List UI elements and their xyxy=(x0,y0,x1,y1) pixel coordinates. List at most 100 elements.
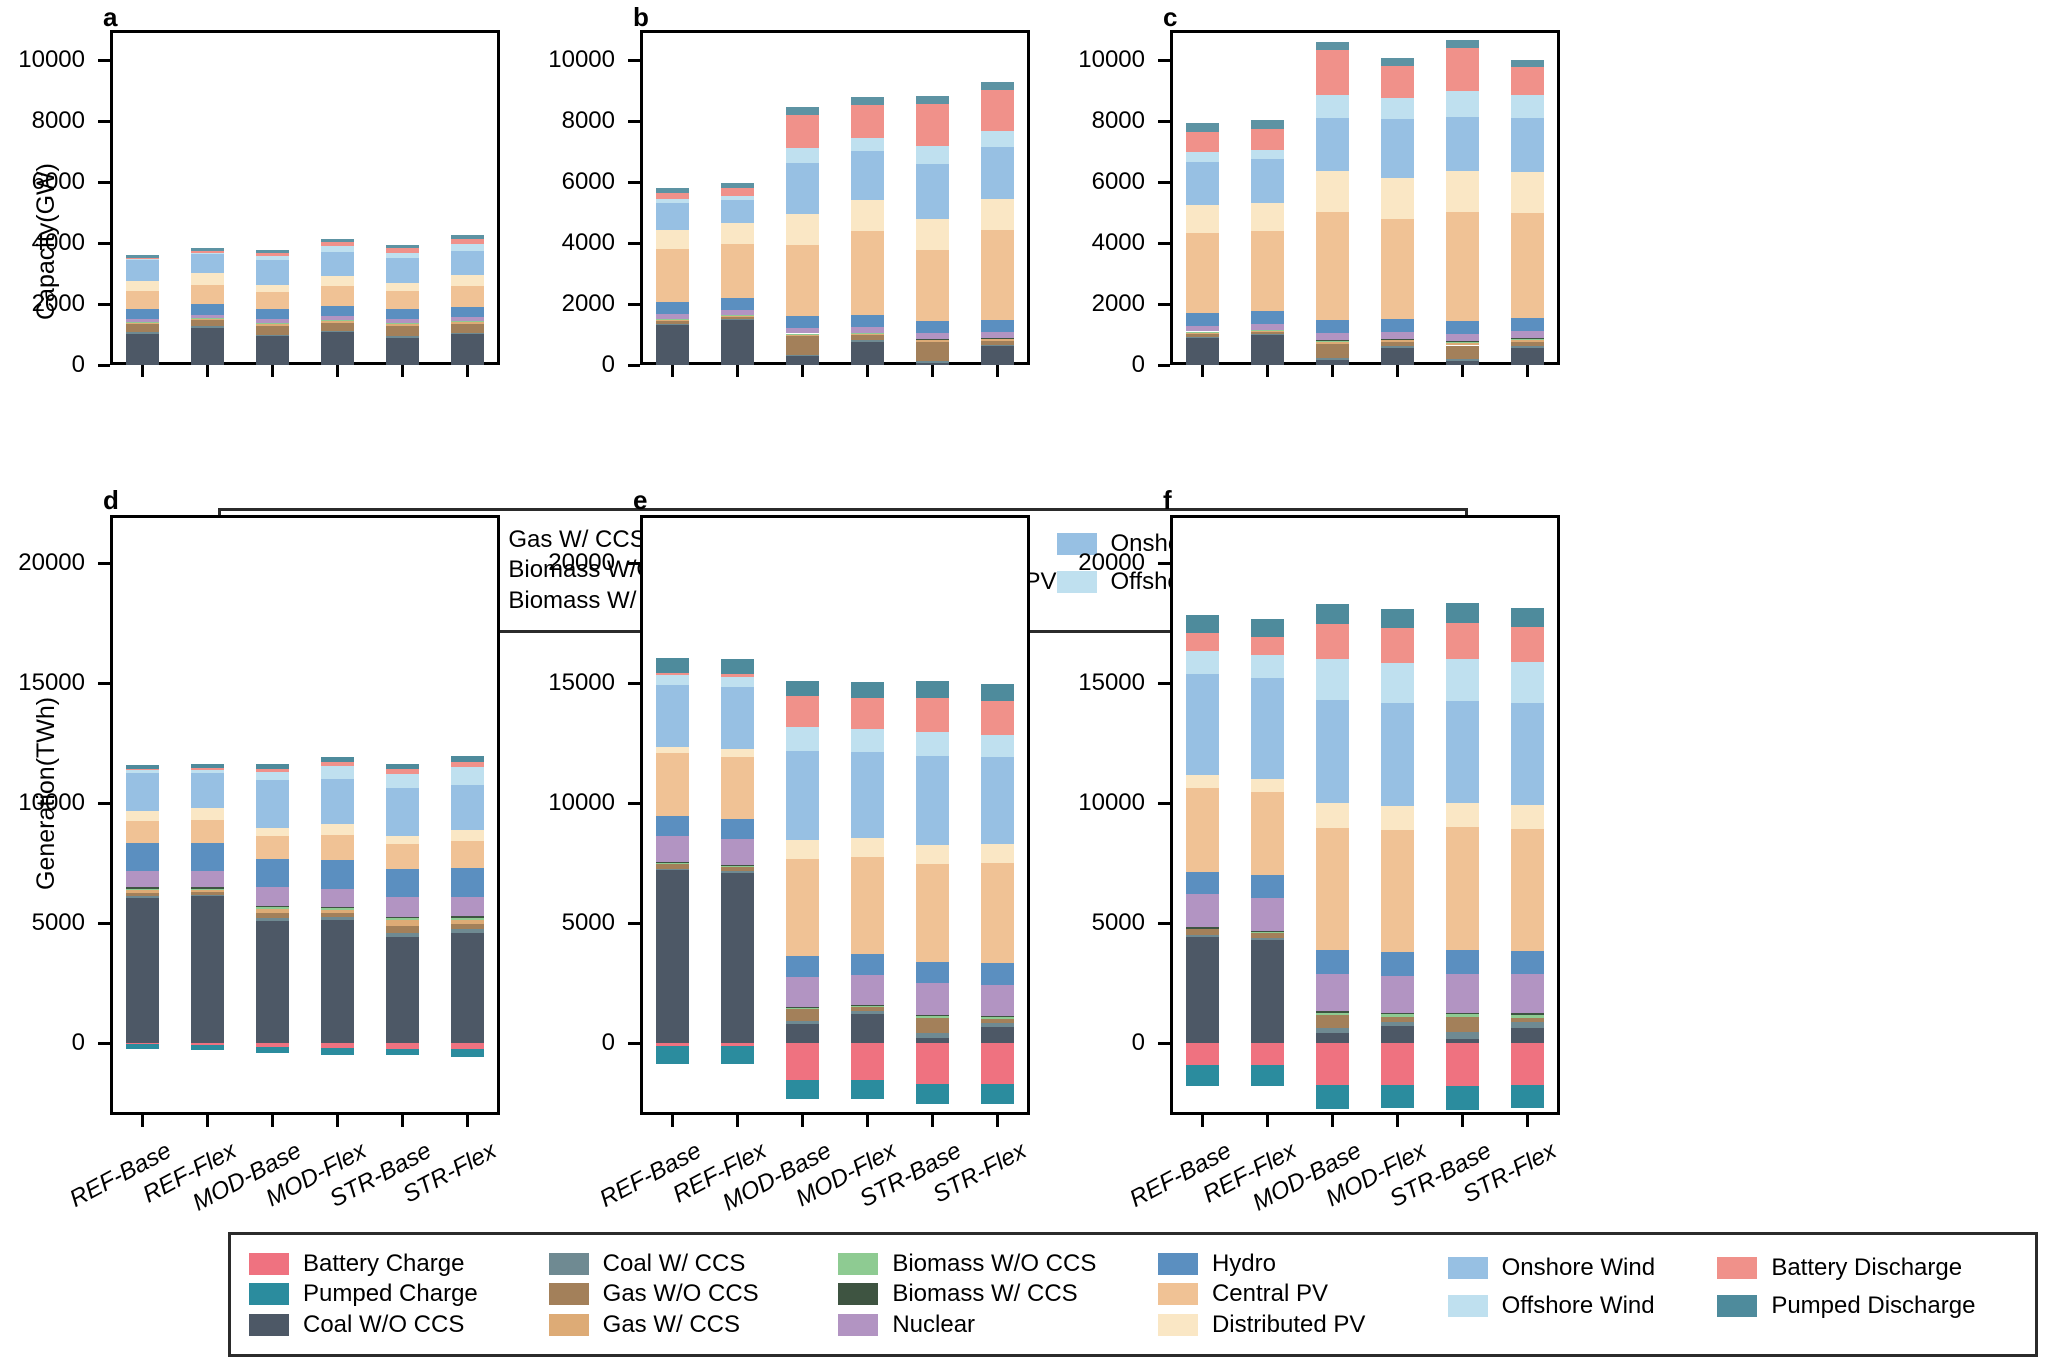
bar-mod-flex[interactable] xyxy=(850,30,885,365)
bar-segment xyxy=(1185,937,1220,1043)
bar-segment xyxy=(655,320,690,325)
bar-mod-base[interactable] xyxy=(255,30,290,365)
bar-segment xyxy=(385,248,420,253)
bar-segment xyxy=(1185,927,1220,929)
bar-segment xyxy=(190,272,225,285)
legend-item-gas-w-ccs[interactable]: Gas W/ CCS xyxy=(548,1310,839,1340)
bar-segment xyxy=(1185,336,1220,338)
bar-str-base[interactable] xyxy=(1445,30,1480,365)
y-tick-label: 10000 xyxy=(18,46,85,74)
bar-segment xyxy=(1380,98,1415,120)
bar-segment xyxy=(190,871,225,888)
bar-segment xyxy=(255,908,290,913)
bar-str-flex[interactable] xyxy=(450,30,485,365)
legend-item-offshore-wind[interactable]: Offshore Wind xyxy=(1447,1287,1718,1325)
bar-segment xyxy=(915,338,950,340)
bar-segment xyxy=(1445,333,1480,341)
bar-str-base[interactable] xyxy=(385,30,420,365)
bar-segment xyxy=(1315,1043,1350,1085)
bar-segment xyxy=(1250,333,1285,335)
bar-segment xyxy=(450,1043,485,1050)
bar-ref-flex[interactable] xyxy=(720,30,755,365)
panel-a-plot xyxy=(110,30,500,365)
bar-segment xyxy=(1250,791,1285,876)
bar-segment xyxy=(1185,929,1220,936)
bar-mod-base[interactable] xyxy=(785,515,820,1115)
bar-segment xyxy=(190,896,225,1043)
bar-ref-base[interactable] xyxy=(655,515,690,1115)
legend-label: Distributed PV xyxy=(1211,1310,1366,1338)
bar-mod-flex[interactable] xyxy=(850,515,885,1115)
legend-item-nuclear[interactable]: Nuclear xyxy=(838,1310,1158,1340)
legend-item-central-pv[interactable]: Central PV xyxy=(1157,1279,1448,1309)
bar-ref-base[interactable] xyxy=(1185,515,1220,1115)
bar-ref-base[interactable] xyxy=(125,515,160,1115)
bar-segment xyxy=(655,203,690,230)
bar-str-flex[interactable] xyxy=(1510,30,1545,365)
y-tick-mark xyxy=(628,561,640,565)
bar-segment xyxy=(1510,318,1545,331)
legend-item-coal-w-o-ccs[interactable]: Coal W/O CCS xyxy=(249,1310,549,1340)
bar-segment xyxy=(720,674,755,677)
bar-segment xyxy=(850,327,885,333)
bar-str-base[interactable] xyxy=(915,515,950,1115)
bar-ref-flex[interactable] xyxy=(1250,30,1285,365)
bar-str-flex[interactable] xyxy=(1510,515,1545,1115)
legend-item-battery-discharge[interactable]: Battery Discharge xyxy=(1717,1249,2017,1287)
bar-segment xyxy=(655,684,690,748)
y-tick-label: 5000 xyxy=(561,909,615,936)
bar-ref-flex[interactable] xyxy=(1250,515,1285,1115)
bar-segment xyxy=(1185,337,1220,365)
bar-segment xyxy=(450,320,485,323)
bar-segment xyxy=(785,316,820,328)
bar-segment xyxy=(190,284,225,305)
bar-segment xyxy=(915,95,950,104)
legend-item-distributed-pv[interactable]: Distributed PV xyxy=(1157,1310,1448,1340)
legend-item-coal-w-ccs[interactable]: Coal W/ CCS xyxy=(548,1249,839,1279)
legend-swatch-icon xyxy=(249,1313,289,1336)
y-tick-mark xyxy=(98,801,110,805)
legend-item-gas-w-o-ccs[interactable]: Gas W/O CCS xyxy=(548,1279,839,1309)
bar-str-flex[interactable] xyxy=(980,515,1015,1115)
bar-ref-flex[interactable] xyxy=(190,515,225,1115)
bar-ref-flex[interactable] xyxy=(720,515,755,1115)
bar-segment xyxy=(1380,1014,1415,1017)
bar-mod-base[interactable] xyxy=(255,515,290,1115)
bar-mod-base[interactable] xyxy=(1315,30,1350,365)
bar-ref-base[interactable] xyxy=(655,30,690,365)
bar-str-base[interactable] xyxy=(385,515,420,1115)
x-tick-mark xyxy=(401,1115,404,1127)
bar-str-base[interactable] xyxy=(1445,515,1480,1115)
x-tick-mark xyxy=(1526,1115,1529,1127)
bar-str-flex[interactable] xyxy=(450,515,485,1115)
legend-item-hydro[interactable]: Hydro xyxy=(1157,1249,1448,1279)
bar-segment xyxy=(385,916,420,919)
bar-str-flex[interactable] xyxy=(980,30,1015,365)
bar-str-base[interactable] xyxy=(915,30,950,365)
bar-ref-base[interactable] xyxy=(125,30,160,365)
bar-segment xyxy=(1250,1064,1285,1087)
bar-segment xyxy=(255,912,290,919)
bar-mod-flex[interactable] xyxy=(1380,30,1415,365)
legend-item-pumped-charge[interactable]: Pumped Charge xyxy=(249,1279,549,1309)
bar-segment xyxy=(450,767,485,785)
bar-mod-flex[interactable] xyxy=(1380,515,1415,1115)
bar-segment xyxy=(385,337,420,365)
legend-item-battery-charge[interactable]: Battery Charge xyxy=(249,1249,549,1279)
bar-mod-base[interactable] xyxy=(1315,515,1350,1115)
bar-mod-base[interactable] xyxy=(785,30,820,365)
legend-item-biomass-w-o-ccs[interactable]: Biomass W/O CCS xyxy=(838,1249,1158,1279)
bar-ref-flex[interactable] xyxy=(190,30,225,365)
bar-segment xyxy=(1315,171,1350,212)
legend-item-pumped-discharge[interactable]: Pumped Discharge xyxy=(1717,1287,2017,1325)
bar-mod-flex[interactable] xyxy=(320,30,355,365)
legend-item-biomass-w-ccs[interactable]: Biomass W/ CCS xyxy=(838,1279,1158,1309)
bar-mod-flex[interactable] xyxy=(320,515,355,1115)
legend-item-onshore-wind[interactable]: Onshore Wind xyxy=(1447,1249,1718,1287)
bar-segment xyxy=(255,827,290,836)
bar-segment xyxy=(1250,933,1285,938)
bar-segment xyxy=(720,819,755,840)
bar-segment xyxy=(850,682,885,699)
bar-segment xyxy=(1185,313,1220,326)
bar-ref-base[interactable] xyxy=(1185,30,1220,365)
